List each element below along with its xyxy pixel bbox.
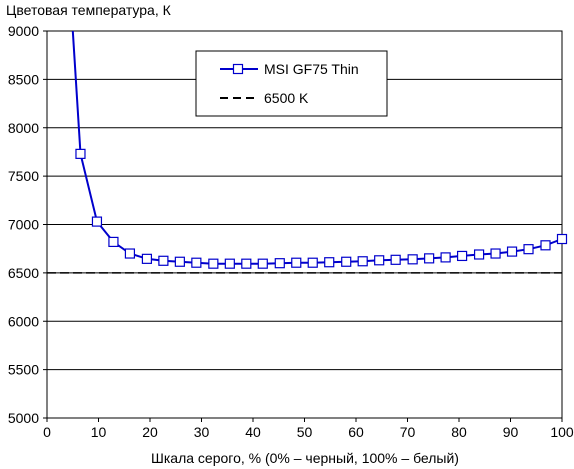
y-grid (47, 78, 562, 371)
legend-box (195, 50, 388, 117)
legend-label-6500k: 6500 K (264, 90, 309, 106)
x-tick-label: 60 (348, 424, 364, 440)
series-msi-point (424, 253, 435, 264)
x-tick-label: 50 (297, 424, 313, 440)
series-msi-point (191, 257, 202, 268)
x-axis-label: Шкала серого, % (0% – черный, 100% – бел… (151, 450, 459, 466)
x-tick-label: 40 (245, 424, 261, 440)
series-msi-point (473, 249, 485, 260)
x-tick-label: 90 (503, 424, 519, 440)
x-tick-label: 0 (43, 424, 51, 440)
series-msi-point (208, 258, 219, 269)
x-tick-label: 100 (550, 424, 574, 440)
legend-marker-msi (232, 63, 244, 75)
series-msi-point (291, 257, 302, 268)
series-msi-point (158, 255, 169, 266)
x-tick-label: 30 (194, 424, 210, 440)
series-msi-point (257, 258, 268, 269)
series-msi-point (440, 252, 451, 263)
series-msi-point (75, 148, 86, 159)
legend: MSI GF75 Thin 6500 K (195, 50, 388, 117)
y-tick-label: 5500 (8, 362, 39, 378)
series-msi-point (407, 254, 418, 265)
series-msi-point (341, 256, 352, 267)
y-tick-label: 5000 (8, 410, 39, 426)
series-msi-point (374, 255, 385, 266)
y-tick-label: 8000 (8, 120, 39, 136)
legend-label-msi: MSI GF75 Thin (264, 61, 359, 77)
series-msi-point (241, 258, 252, 269)
series-msi-point (108, 236, 119, 248)
y-tick-label: 7000 (8, 217, 39, 233)
series-msi-point (324, 257, 335, 268)
y-tick-label: 7500 (8, 168, 39, 184)
series-msi-point (506, 246, 518, 257)
chart-title: Цветовая температура, К (6, 2, 172, 18)
x-tick-label: 10 (91, 424, 107, 440)
series-msi-point (91, 216, 103, 227)
y-tick-label: 6000 (8, 313, 39, 329)
series-msi-point (540, 240, 551, 251)
series-msi-point (224, 258, 235, 269)
y-axis: 5000 5500 6000 6500 7000 7500 8000 8500 9000 (8, 23, 47, 426)
series-msi-point (124, 248, 136, 259)
series-msi-point (174, 256, 185, 267)
series-msi-point (307, 257, 318, 268)
series-msi-point (456, 250, 468, 262)
series-msi-point (490, 248, 501, 259)
series-msi-point (357, 256, 368, 267)
y-tick-label: 9000 (8, 23, 39, 39)
series-msi-point (390, 254, 401, 265)
y-tick-label: 8500 (8, 71, 39, 87)
series-msi-point (556, 233, 568, 245)
x-tick-label: 20 (142, 424, 158, 440)
series-msi-point (274, 258, 285, 269)
x-axis: 0 10 20 30 40 50 60 70 80 90 100 (43, 418, 574, 440)
x-tick-label: 70 (400, 424, 416, 440)
x-tick-label: 80 (451, 424, 467, 440)
series-layer (47, 30, 568, 274)
series-msi-point (141, 253, 153, 264)
series-msi-point (523, 244, 534, 255)
y-tick-label: 6500 (8, 265, 39, 281)
